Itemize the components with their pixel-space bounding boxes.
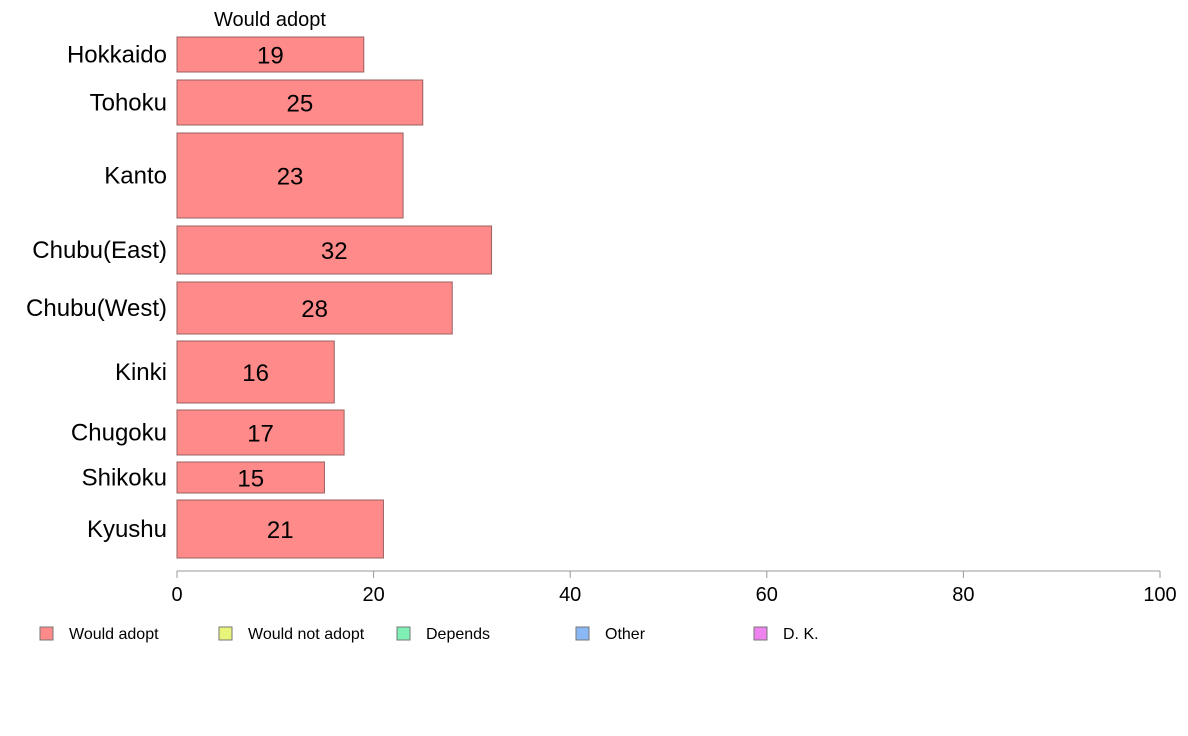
category-labels: Hokkaido Tohoku Kanto Chubu(East) Chubu(West… (26, 42, 167, 544)
data-label: 19 (257, 43, 284, 70)
bar-tohoku (176, 79, 424, 126)
data-label: 16 (242, 360, 269, 387)
x-tick-label: 40 (559, 584, 581, 606)
x-tick-label: 80 (952, 584, 974, 606)
data-label: 23 (277, 164, 304, 191)
legend: Would adopt Would not adopt Depends Other D.… (39, 626, 819, 643)
category-label: Tohoku (90, 90, 167, 117)
category-label: Hokkaido (67, 42, 167, 69)
bar-chubu-east- (176, 225, 493, 275)
legend-label: Other (605, 626, 646, 643)
x-tick-label: 100 (1143, 584, 1176, 606)
legend-swatch (396, 626, 411, 641)
segment-header: Would adopt (214, 9, 326, 31)
category-label: Kinki (115, 359, 167, 386)
legend-label: Depends (426, 626, 490, 643)
category-label: Chugoku (71, 420, 167, 447)
bar-shikoku (176, 461, 325, 494)
category-label: Shikoku (82, 465, 167, 492)
data-label: 28 (301, 296, 328, 323)
legend-swatch (39, 626, 54, 641)
legend-label: D. K. (783, 626, 819, 643)
category-label: Chubu(East) (32, 237, 167, 264)
bar-kyushu (176, 499, 384, 559)
category-label: Kyushu (87, 516, 167, 543)
bar-chubu-west- (176, 281, 453, 335)
legend-swatch (753, 626, 768, 641)
legend-label: Would adopt (69, 626, 159, 643)
bar-chugoku (176, 409, 345, 456)
x-axis: 0 20 40 60 80 100 (171, 570, 1177, 606)
category-label: Chubu(West) (26, 295, 167, 322)
data-label: 25 (287, 91, 314, 118)
x-tick-label: 60 (756, 584, 778, 606)
legend-label: Would not adopt (248, 626, 365, 643)
x-tick-label: 0 (171, 584, 182, 606)
data-label: 21 (267, 517, 294, 544)
legend-swatch (575, 626, 590, 641)
bar-hokkaido (176, 36, 365, 73)
data-label: 32 (321, 238, 348, 265)
data-label: 17 (247, 421, 274, 448)
data-label: 15 (237, 466, 264, 493)
x-tick-label: 20 (362, 584, 384, 606)
bar-kinki (176, 340, 335, 404)
legend-swatch (218, 626, 233, 641)
category-label: Kanto (104, 163, 167, 190)
bar-kanto (176, 132, 404, 219)
